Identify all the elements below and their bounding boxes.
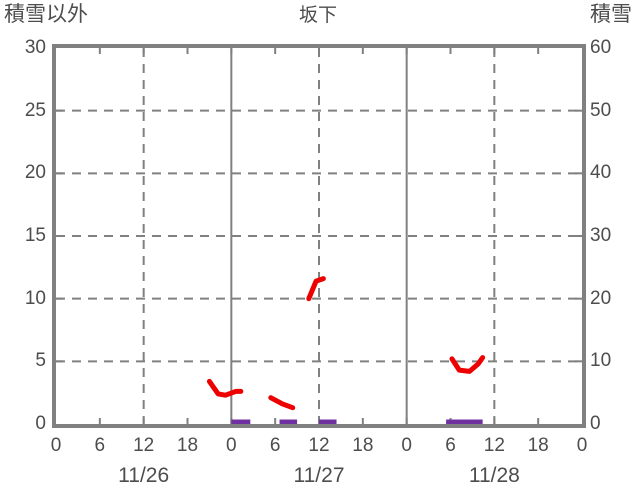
x-axis-tick-label: 12 (133, 435, 155, 456)
x-axis-tick-label: 0 (226, 435, 237, 456)
x-axis-day-label: 11/28 (468, 464, 520, 487)
y-axis-right-tick-label: 30 (590, 225, 612, 246)
x-axis-tick-label: 18 (176, 435, 199, 456)
y-axis-right-tick-label: 40 (590, 162, 612, 184)
x-axis-tick-label: 12 (483, 435, 505, 456)
right-axis-caption: 積雪 (590, 3, 632, 26)
x-axis-tick-label: 6 (445, 435, 456, 456)
y-axis-left-tick-label: 20 (24, 162, 46, 184)
left-axis-caption: 積雪以外 (4, 3, 88, 26)
y-axis-left-tick-label: 0 (35, 413, 46, 434)
x-axis-day-label: 11/27 (293, 464, 345, 487)
x-axis-tick-label: 6 (269, 435, 281, 456)
x-axis-day-label: 11/26 (118, 464, 170, 487)
x-axis-tick-label: 12 (308, 435, 330, 456)
series-line-precipitation (206, 378, 244, 398)
y-axis-right-tick-label: 60 (590, 37, 612, 58)
series-line-precipitation-3 (306, 276, 326, 302)
series-line-precipitation-4 (449, 355, 486, 374)
x-axis-tick-label: 0 (50, 435, 62, 456)
x-axis-tick-label: 18 (352, 435, 374, 456)
y-axis-left-tick-label: 30 (24, 37, 46, 58)
plot-inner (56, 48, 582, 424)
y-axis-right-tick-label: 0 (590, 413, 601, 434)
chart-title: 坂下 (298, 5, 337, 26)
y-axis-right-tick-label: 50 (590, 99, 612, 121)
x-axis-tick-label: 0 (576, 435, 588, 456)
x-axis-tick-label: 6 (94, 435, 106, 456)
plot-area (52, 44, 586, 428)
x-axis-tick-label: 18 (527, 435, 549, 456)
y-axis-left-tick-label: 25 (24, 99, 46, 121)
chart-canvas (56, 48, 582, 424)
y-axis-left-tick-label: 15 (24, 225, 46, 246)
y-axis-left-tick-label: 5 (35, 350, 46, 372)
y-axis-left-tick-label: 10 (24, 287, 46, 309)
x-axis-tick-label: 0 (401, 435, 412, 456)
y-axis-right-tick-label: 10 (590, 350, 612, 372)
series-line-precipitation-2 (268, 395, 296, 411)
y-axis-right-tick-label: 20 (590, 287, 612, 309)
